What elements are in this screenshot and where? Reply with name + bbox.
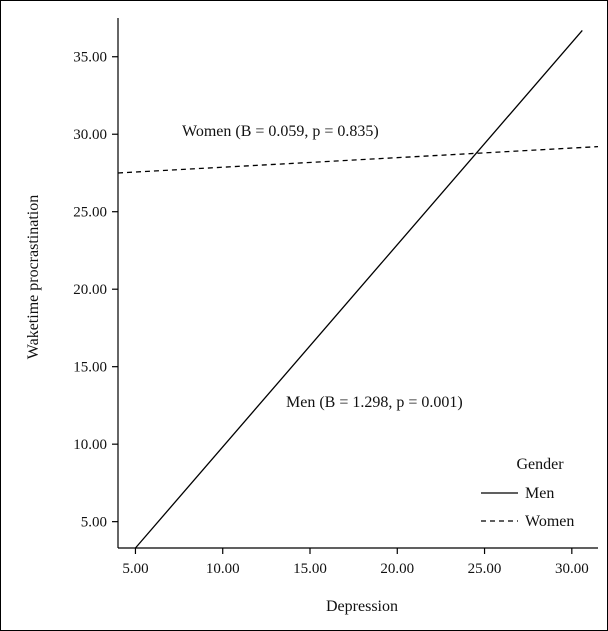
y-tick-label: 15.00 [73, 360, 107, 376]
y-tick-label: 35.00 [73, 50, 107, 66]
y-axis-title: Waketime procrastination [25, 195, 42, 359]
legend-title: Gender [516, 456, 564, 473]
axes [117, 18, 598, 549]
series-line-men [134, 29, 583, 549]
x-tick-label: 10.00 [206, 561, 240, 577]
y-tick-label: 20.00 [73, 282, 107, 298]
annotation-men: Men (B = 1.298, p = 0.001) [286, 394, 463, 411]
x-tick-label: 30.00 [555, 561, 589, 577]
legend: Gender Men Women [481, 456, 574, 530]
x-tick-label: 15.00 [293, 561, 327, 577]
series-line-women [117, 145, 599, 174]
x-axis-title: Depression [326, 598, 398, 615]
x-tick-label: 5.00 [122, 561, 148, 577]
x-tick-label: 20.00 [380, 561, 414, 577]
x-tick-label: 25.00 [468, 561, 502, 577]
annotation-women: Women (B = 0.059, p = 0.835) [182, 123, 379, 140]
y-tick-label: 5.00 [81, 515, 107, 531]
y-tick-label: 30.00 [73, 127, 107, 143]
y-ticks: 5.00 10.00 15.00 20.00 25.00 30.00 35.00 [73, 50, 118, 531]
y-tick-label: 25.00 [73, 205, 107, 221]
x-ticks: 5.00 10.00 15.00 20.00 25.00 30.00 [122, 548, 589, 577]
y-tick-label: 10.00 [73, 437, 107, 453]
legend-label-men: Men [525, 485, 554, 502]
legend-label-women: Women [525, 513, 574, 530]
series-layer [117, 29, 599, 549]
